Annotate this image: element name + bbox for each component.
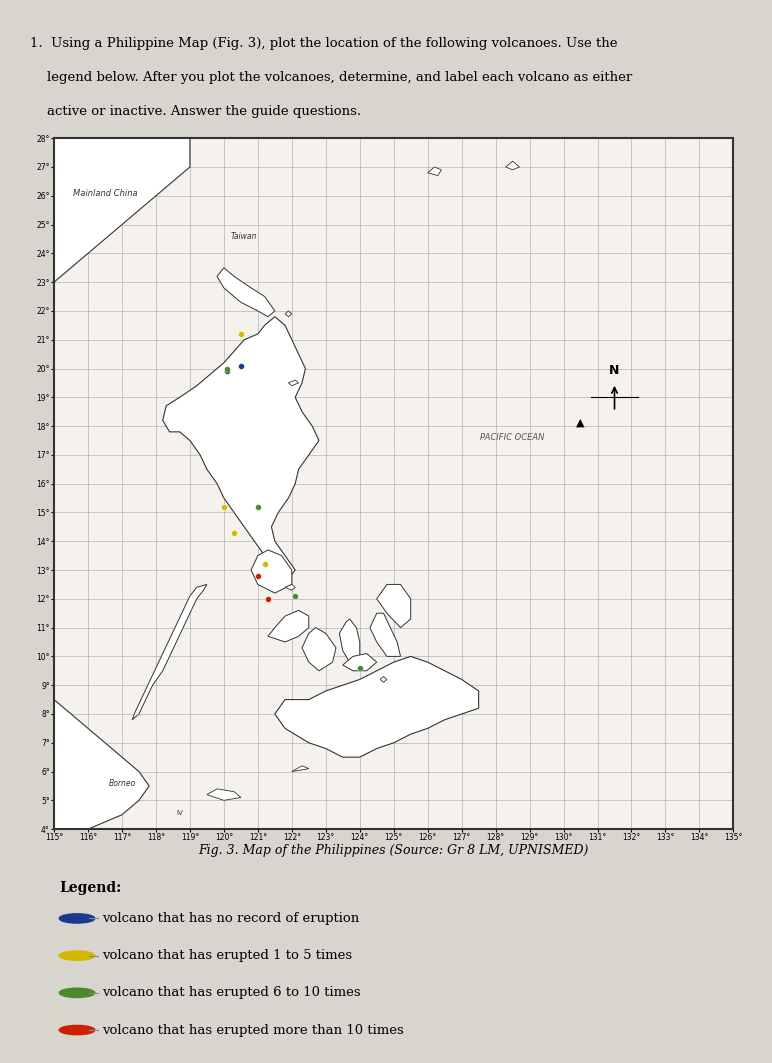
- Text: legend below. After you plot the volcanoes, determine, and label each volcano as: legend below. After you plot the volcano…: [30, 71, 632, 84]
- Polygon shape: [285, 310, 292, 317]
- Polygon shape: [506, 162, 520, 170]
- Polygon shape: [292, 765, 309, 772]
- Point: [221, 362, 233, 379]
- Polygon shape: [370, 613, 401, 656]
- Text: PACIFIC OCEAN: PACIFIC OCEAN: [480, 434, 545, 442]
- Polygon shape: [54, 138, 190, 282]
- Text: 1.  Using a Philippine Map (Fig. 3), plot the location of the following volcanoe: 1. Using a Philippine Map (Fig. 3), plot…: [30, 37, 618, 50]
- Text: volcano that has erupted 6 to 10 times: volcano that has erupted 6 to 10 times: [102, 986, 361, 999]
- Point: [235, 325, 247, 342]
- Text: Legend:: Legend:: [59, 881, 121, 895]
- Polygon shape: [380, 676, 387, 682]
- Polygon shape: [302, 627, 336, 671]
- Point: [354, 659, 366, 676]
- Circle shape: [59, 914, 95, 923]
- Polygon shape: [377, 585, 411, 627]
- Polygon shape: [428, 167, 442, 175]
- Polygon shape: [132, 585, 207, 720]
- Text: IV: IV: [176, 810, 183, 815]
- Polygon shape: [268, 610, 309, 642]
- Text: active or inactive. Answer the guide questions.: active or inactive. Answer the guide que…: [30, 105, 361, 118]
- Polygon shape: [340, 619, 360, 662]
- Polygon shape: [163, 317, 319, 578]
- Text: volcano that has erupted 1 to 5 times: volcano that has erupted 1 to 5 times: [102, 949, 352, 962]
- Text: volcano that has no record of eruption: volcano that has no record of eruption: [102, 912, 359, 925]
- Polygon shape: [343, 654, 377, 671]
- Text: Borneo: Borneo: [108, 779, 136, 788]
- Circle shape: [59, 989, 95, 997]
- Polygon shape: [285, 585, 295, 590]
- Circle shape: [59, 1026, 95, 1034]
- Polygon shape: [54, 699, 149, 829]
- Polygon shape: [217, 268, 275, 317]
- Point: [252, 568, 264, 585]
- Point: [262, 590, 274, 607]
- Point: [252, 499, 264, 516]
- Point: [259, 556, 271, 573]
- Text: Mainland China: Mainland China: [73, 189, 137, 198]
- Text: ▲: ▲: [576, 418, 585, 428]
- Point: [218, 499, 230, 516]
- Text: Fig. 3. Map of the Philippines (Source: Gr 8 LM, UPNISMED): Fig. 3. Map of the Philippines (Source: …: [198, 844, 589, 857]
- Polygon shape: [275, 656, 479, 757]
- Text: Taiwan: Taiwan: [231, 232, 257, 241]
- Text: N: N: [609, 365, 620, 377]
- Text: volcano that has erupted more than 10 times: volcano that has erupted more than 10 ti…: [102, 1024, 404, 1036]
- Polygon shape: [251, 550, 292, 593]
- Polygon shape: [289, 381, 299, 386]
- Polygon shape: [207, 789, 241, 800]
- Point: [221, 360, 233, 377]
- Circle shape: [59, 951, 95, 960]
- Point: [289, 588, 301, 605]
- Point: [228, 524, 240, 541]
- Point: [235, 357, 247, 374]
